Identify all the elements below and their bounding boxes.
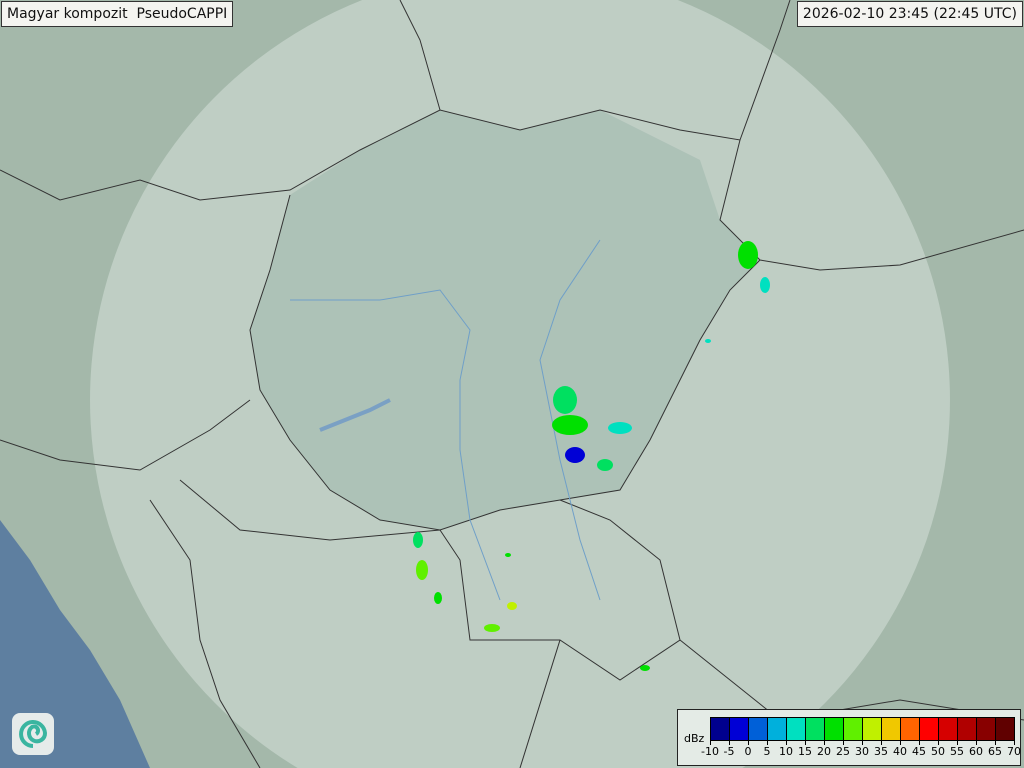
timestamp: 2026-02-10 23:45 (22:45 UTC) bbox=[796, 1, 1023, 27]
swirl-logo-icon bbox=[19, 720, 48, 748]
legend-tick bbox=[1014, 740, 1015, 745]
legend-tick bbox=[710, 740, 711, 745]
legend-label: 60 bbox=[969, 745, 983, 758]
legend-tick bbox=[862, 740, 863, 745]
legend-tick bbox=[767, 740, 768, 745]
hungary-area bbox=[250, 110, 760, 530]
legend-label: 0 bbox=[744, 745, 752, 758]
color-swatch bbox=[977, 718, 996, 740]
color-swatch bbox=[768, 718, 787, 740]
legend-tick bbox=[900, 740, 901, 745]
legend-tick bbox=[957, 740, 958, 745]
echo-cell bbox=[760, 277, 770, 293]
color-swatch bbox=[958, 718, 977, 740]
echo-cell bbox=[434, 592, 442, 604]
echo-cell bbox=[416, 560, 428, 580]
legend-label: 35 bbox=[874, 745, 888, 758]
echo-cell bbox=[565, 447, 585, 463]
legend-tick bbox=[786, 740, 787, 745]
color-scale bbox=[710, 717, 1015, 741]
legend-tick bbox=[919, 740, 920, 745]
echo-cell bbox=[738, 241, 758, 269]
legend-label: 10 bbox=[779, 745, 793, 758]
rivers bbox=[290, 239, 601, 601]
echo-cell bbox=[705, 339, 711, 343]
echo-cell bbox=[553, 386, 577, 414]
color-swatch bbox=[806, 718, 825, 740]
legend-label: 20 bbox=[817, 745, 831, 758]
color-swatch bbox=[863, 718, 882, 740]
sea-adriatic bbox=[0, 520, 150, 768]
color-swatch bbox=[996, 718, 1014, 740]
logo bbox=[12, 713, 54, 755]
legend-label: 25 bbox=[836, 745, 850, 758]
legend-tick bbox=[881, 740, 882, 745]
legend-tick bbox=[729, 740, 730, 745]
echo-cell bbox=[597, 459, 613, 471]
map-title: Magyar kompozit PseudoCAPPI bbox=[1, 1, 234, 27]
legend-label: 70 bbox=[1007, 745, 1021, 758]
color-swatch bbox=[901, 718, 920, 740]
legend-tick bbox=[938, 740, 939, 745]
legend-label: -5 bbox=[723, 745, 735, 758]
legend-label: -10 bbox=[701, 745, 719, 758]
color-swatch bbox=[920, 718, 939, 740]
color-swatch bbox=[825, 718, 844, 740]
echo-cell bbox=[552, 415, 588, 435]
echo-cell bbox=[608, 422, 632, 434]
color-swatch bbox=[787, 718, 806, 740]
echo-cell bbox=[640, 665, 650, 671]
legend-label: 30 bbox=[855, 745, 869, 758]
color-swatch bbox=[844, 718, 863, 740]
legend-label: 40 bbox=[893, 745, 907, 758]
legend-label: 65 bbox=[988, 745, 1002, 758]
echo-cell bbox=[484, 624, 500, 632]
legend-unit: dBz bbox=[684, 732, 705, 745]
legend-tick bbox=[805, 740, 806, 745]
legend-label: 5 bbox=[763, 745, 771, 758]
legend-tick bbox=[824, 740, 825, 745]
dbz-legend: dBz -10 -5 0 5 10 15 20 25 30 35 40 45 50 55 60 65 70 bbox=[677, 709, 1021, 766]
legend-tick bbox=[748, 740, 749, 745]
echo-cell bbox=[505, 553, 511, 557]
legend-tick bbox=[843, 740, 844, 745]
color-swatch bbox=[730, 718, 749, 740]
echo-cell bbox=[507, 602, 517, 610]
color-swatch bbox=[749, 718, 768, 740]
color-swatch bbox=[939, 718, 958, 740]
legend-tick bbox=[995, 740, 996, 745]
echo-cell bbox=[413, 532, 423, 548]
color-swatch bbox=[711, 718, 730, 740]
radar-echoes bbox=[413, 241, 770, 671]
legend-label: 55 bbox=[950, 745, 964, 758]
legend-label: 50 bbox=[931, 745, 945, 758]
legend-label: 45 bbox=[912, 745, 926, 758]
legend-label: 15 bbox=[798, 745, 812, 758]
color-swatch bbox=[882, 718, 901, 740]
legend-tick bbox=[976, 740, 977, 745]
